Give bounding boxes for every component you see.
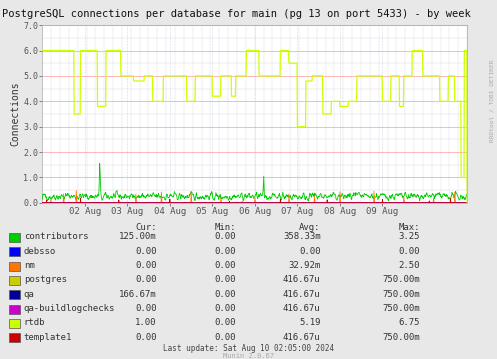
Text: 750.00m: 750.00m [382, 333, 420, 342]
Text: 0.00: 0.00 [299, 247, 321, 256]
Text: 416.67u: 416.67u [283, 275, 321, 284]
Text: 125.00m: 125.00m [119, 232, 157, 241]
Text: 0.00: 0.00 [215, 333, 236, 342]
Text: 0.00: 0.00 [215, 247, 236, 256]
Text: template1: template1 [24, 333, 72, 342]
Text: 0.00: 0.00 [135, 304, 157, 313]
Bar [9, 305, 20, 314]
Text: Avg:: Avg: [299, 223, 321, 232]
Text: rtdb: rtdb [24, 318, 45, 327]
Text: Cur:: Cur: [135, 223, 157, 232]
Text: 6.75: 6.75 [399, 318, 420, 327]
Text: postgres: postgres [24, 275, 67, 284]
Text: debsso: debsso [24, 247, 56, 256]
Text: 0.00: 0.00 [135, 261, 157, 270]
Bar [9, 276, 20, 285]
Text: 416.67u: 416.67u [283, 333, 321, 342]
Text: 750.00m: 750.00m [382, 275, 420, 284]
Text: Min:: Min: [215, 223, 236, 232]
Text: 416.67u: 416.67u [283, 290, 321, 299]
Text: qa-buildlogchecks: qa-buildlogchecks [24, 304, 115, 313]
Text: 0.00: 0.00 [215, 290, 236, 299]
Text: 0.00: 0.00 [215, 275, 236, 284]
Bar [9, 247, 20, 256]
Text: 0.00: 0.00 [135, 247, 157, 256]
Text: 0.00: 0.00 [215, 318, 236, 327]
Text: 750.00m: 750.00m [382, 290, 420, 299]
Bar [9, 334, 20, 342]
Text: Last update: Sat Aug 10 02:05:00 2024: Last update: Sat Aug 10 02:05:00 2024 [163, 344, 334, 353]
Text: 1.00: 1.00 [135, 318, 157, 327]
Text: 0.00: 0.00 [399, 247, 420, 256]
Text: 32.92m: 32.92m [288, 261, 321, 270]
Bar [9, 262, 20, 271]
Text: 0.00: 0.00 [215, 261, 236, 270]
Bar [9, 233, 20, 242]
Text: qa: qa [24, 290, 35, 299]
Text: PostgreSQL connections per database for main (pg 13 on port 5433) - by week: PostgreSQL connections per database for … [2, 9, 471, 19]
Text: 416.67u: 416.67u [283, 304, 321, 313]
Bar [9, 290, 20, 299]
Text: 166.67m: 166.67m [119, 290, 157, 299]
Text: nm: nm [24, 261, 35, 270]
Text: 0.00: 0.00 [215, 304, 236, 313]
Text: 3.25: 3.25 [399, 232, 420, 241]
Text: 358.33m: 358.33m [283, 232, 321, 241]
Bar [9, 319, 20, 328]
Text: 0.00: 0.00 [215, 232, 236, 241]
Text: Munin 2.0.67: Munin 2.0.67 [223, 353, 274, 359]
Text: 2.50: 2.50 [399, 261, 420, 270]
Text: 5.19: 5.19 [299, 318, 321, 327]
Text: 750.00m: 750.00m [382, 304, 420, 313]
Y-axis label: Connections: Connections [10, 81, 20, 146]
Text: Max:: Max: [399, 223, 420, 232]
Text: RRDtool / TOBI OETIKER: RRDtool / TOBI OETIKER [490, 59, 495, 142]
Text: 0.00: 0.00 [135, 333, 157, 342]
Text: contributors: contributors [24, 232, 88, 241]
Text: 0.00: 0.00 [135, 275, 157, 284]
